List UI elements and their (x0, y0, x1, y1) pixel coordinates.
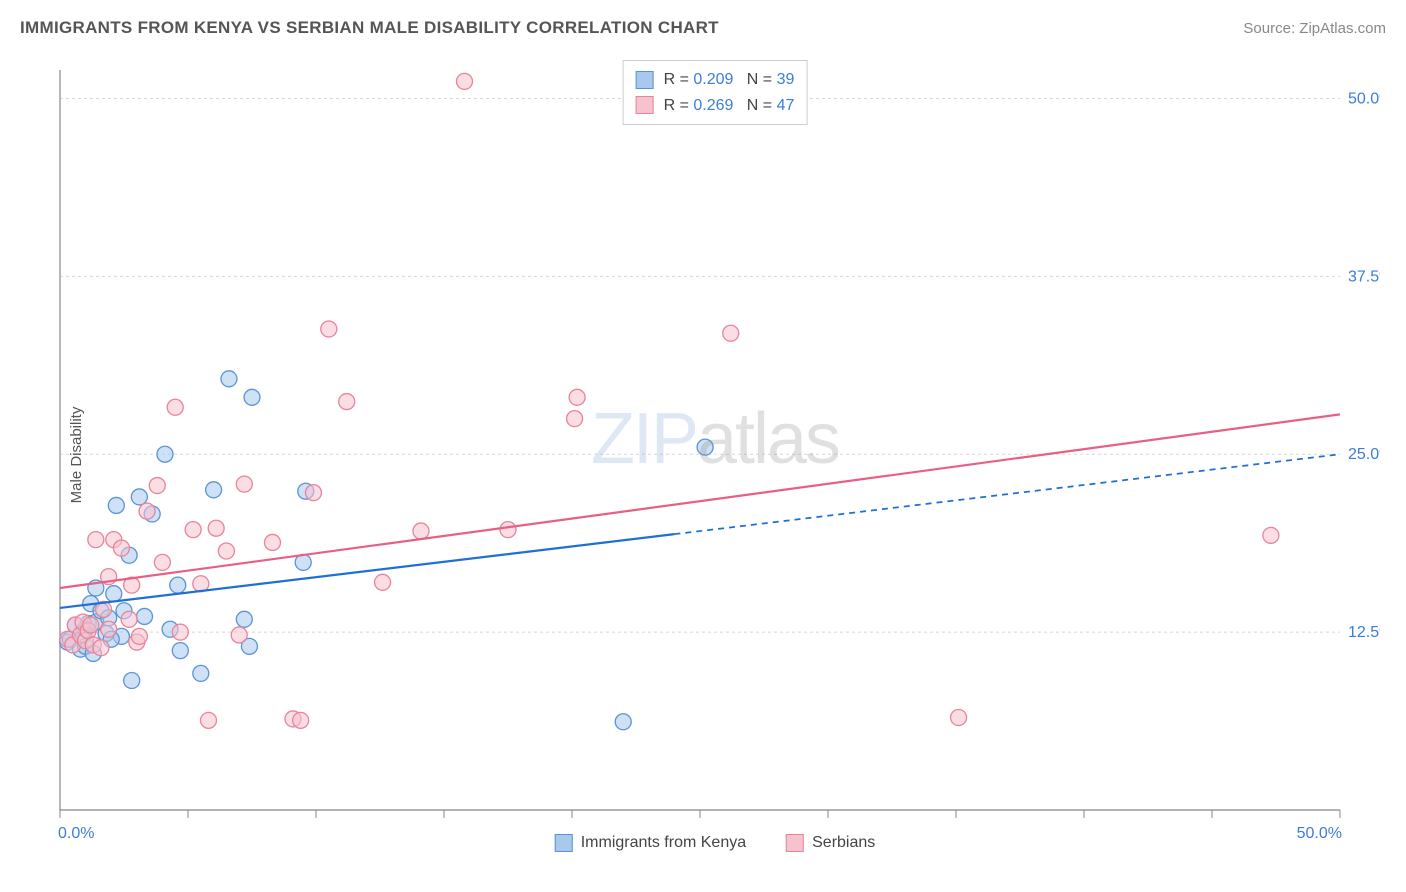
source-link[interactable]: ZipAtlas.com (1299, 20, 1386, 37)
legend-row-kenya: R = 0.209 N = 39 (636, 67, 795, 93)
swatch-kenya (636, 71, 654, 89)
svg-text:0.0%: 0.0% (58, 825, 94, 842)
series-legend: Immigrants from Kenya Serbians (555, 834, 876, 852)
swatch-serbians (636, 96, 654, 114)
svg-text:50.0%: 50.0% (1297, 825, 1342, 842)
chart-container: Male Disability 12.5% 25.0% 37.5% 50.0% 0.0%… (50, 60, 1380, 850)
legend-row-serbians: R = 0.269 N = 47 (636, 93, 795, 119)
source-attribution: Source: ZipAtlas.com (1243, 20, 1386, 37)
y-axis-label: Male Disability (68, 407, 85, 504)
swatch-serbians-icon (786, 834, 804, 852)
legend-item-serbians: Serbians (786, 834, 875, 852)
scatter-chart: 12.5% 25.0% 37.5% 50.0% 0.0% 50.0% (50, 60, 1380, 850)
svg-text:12.5%: 12.5% (1348, 624, 1380, 641)
svg-text:25.0%: 25.0% (1348, 446, 1380, 463)
svg-text:50.0%: 50.0% (1348, 90, 1380, 107)
legend-item-kenya: Immigrants from Kenya (555, 834, 746, 852)
correlation-legend: R = 0.209 N = 39 R = 0.269 N = 47 (623, 60, 808, 125)
chart-title: IMMIGRANTS FROM KENYA VS SERBIAN MALE DI… (20, 18, 719, 38)
svg-text:37.5%: 37.5% (1348, 268, 1380, 285)
swatch-kenya-icon (555, 834, 573, 852)
